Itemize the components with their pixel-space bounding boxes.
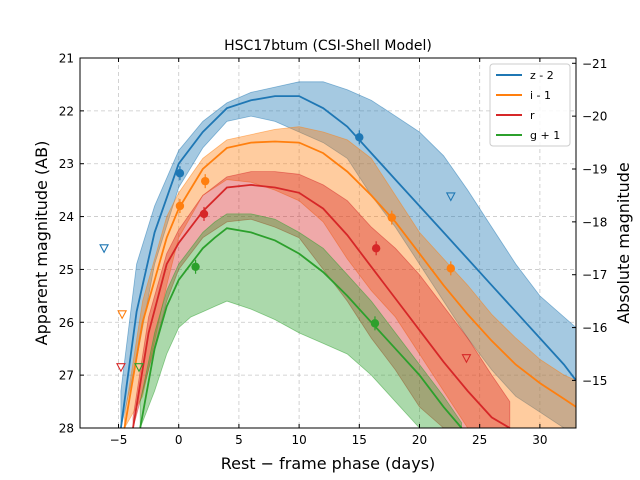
y2-tick-label: −17 — [582, 268, 607, 282]
legend-label-2: r — [530, 109, 535, 122]
data-point-3 — [370, 319, 380, 328]
model-line-2 — [132, 183, 511, 429]
y-tick-label: 26 — [59, 316, 74, 330]
x-tick-label: 20 — [412, 433, 427, 447]
model-line-0 — [120, 95, 577, 429]
data-point-0 — [175, 169, 185, 178]
y-tick-label: 25 — [59, 263, 74, 277]
y2-axis-label: Absolute magnitude — [614, 162, 633, 324]
y2-tick-label: −19 — [582, 163, 607, 177]
y-tick-label: 23 — [59, 157, 74, 171]
data-point-2 — [199, 209, 209, 219]
data-point-1 — [175, 201, 185, 211]
upper-limit-1 — [117, 310, 128, 320]
x-tick-label: 0 — [175, 433, 183, 447]
x-tick-label: 10 — [291, 433, 306, 447]
x-tick-label: 15 — [352, 433, 367, 447]
y2-tick-label: −16 — [582, 321, 607, 335]
data-point-1 — [201, 176, 210, 186]
y-axis-label: Apparent magnitude (AB) — [32, 141, 51, 346]
data-point-3 — [191, 262, 200, 271]
axes: −5 0 5 10 15 20 25 30 21 22 23 24 25 26 27 28 −21 −20 −19 −… — [59, 52, 608, 448]
data-point-1 — [387, 213, 397, 222]
y2-tick-label: −20 — [582, 110, 607, 124]
upper-limit-3 — [134, 363, 144, 373]
x-tick-label: 25 — [472, 433, 487, 447]
upper-limit-2 — [116, 363, 126, 373]
upper-limit-0 — [99, 244, 109, 254]
y2-tick-label: −21 — [582, 57, 607, 71]
legend-label-1: i - 1 — [530, 89, 551, 102]
axes-frame — [79, 57, 577, 429]
y-tick-label: 24 — [59, 210, 74, 224]
data-point-1 — [446, 264, 455, 273]
x-tick-label: 5 — [235, 433, 243, 447]
chart-title: HSC17btum (CSI-Shell Model) — [224, 38, 432, 54]
upper-limit-2 — [461, 354, 472, 364]
y-tick-label: 21 — [59, 52, 74, 66]
x-tick-label: 30 — [532, 433, 547, 447]
y-tick-label: 27 — [59, 369, 74, 383]
model-line-3 — [139, 227, 463, 429]
y-tick-label: 28 — [59, 422, 74, 436]
legend-label-3: g + 1 — [530, 129, 560, 142]
observed-points — [175, 130, 455, 331]
upper-limit-0 — [445, 192, 456, 202]
data-point-0 — [355, 133, 364, 142]
x-axis-label: Rest − frame phase (days) — [221, 454, 436, 473]
legend-label-0: z - 2 — [530, 69, 554, 82]
y-tick-label: 22 — [59, 104, 74, 118]
legend: z - 2 i - 1 r g + 1 — [489, 63, 571, 147]
y2-tick-label: −15 — [582, 374, 607, 388]
model-lines — [120, 95, 577, 429]
data-point-2 — [371, 244, 381, 253]
legend-frame — [489, 63, 571, 147]
x-tick-label: −5 — [110, 433, 128, 447]
model-line-1 — [123, 140, 577, 429]
upper-limits — [99, 192, 472, 373]
y2-tick-label: −18 — [582, 215, 607, 229]
